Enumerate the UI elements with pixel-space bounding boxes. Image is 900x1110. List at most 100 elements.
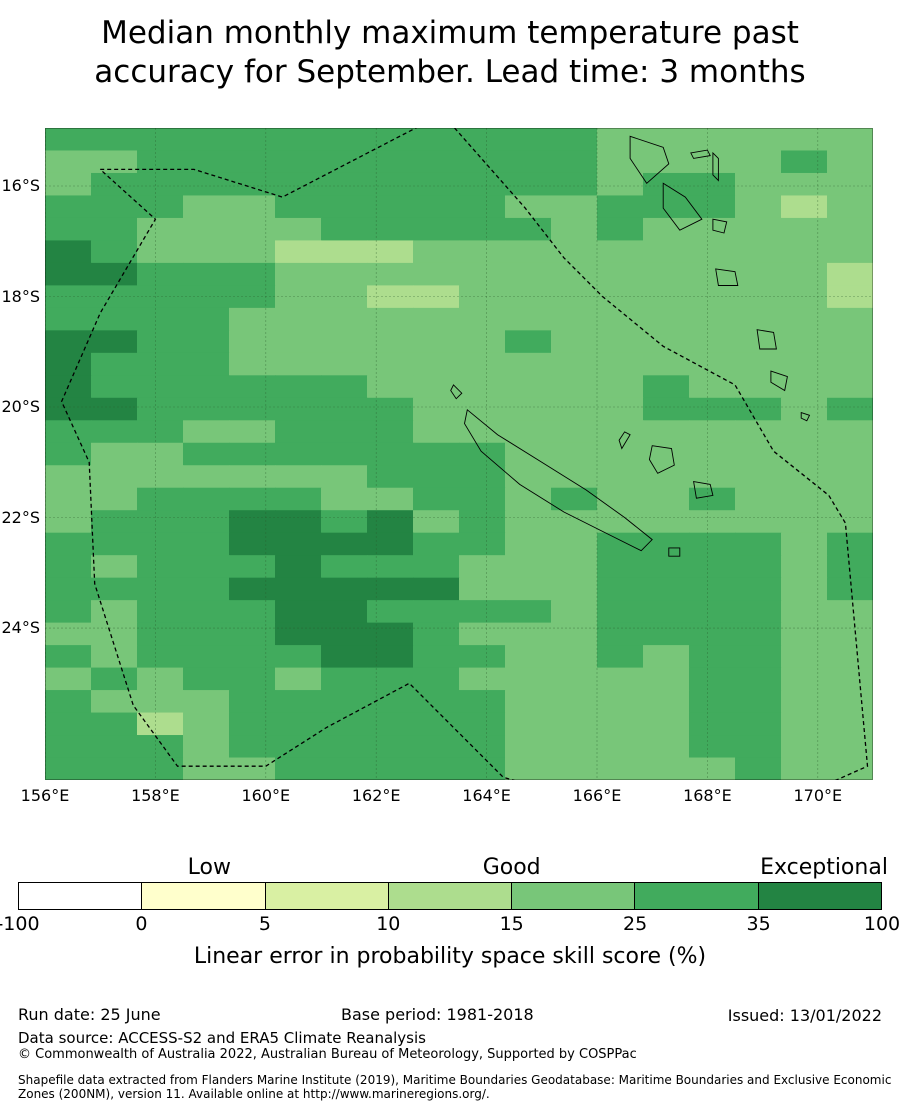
colorbar-segment — [758, 883, 881, 909]
grid-cell — [321, 217, 368, 242]
grid-cell — [321, 352, 368, 376]
grid-cell — [275, 442, 322, 466]
grid-cell — [827, 757, 873, 780]
grid-cell — [413, 330, 460, 354]
grid-cell — [505, 128, 552, 152]
colorbar-segment — [512, 883, 636, 909]
grid-cell — [551, 330, 598, 354]
grid-cell — [137, 645, 184, 669]
grid-cell — [459, 420, 506, 444]
grid-cell — [459, 262, 506, 286]
colorbar-tick-label: 5 — [258, 913, 271, 935]
grid-cell — [275, 690, 322, 714]
grid-cell — [551, 240, 598, 264]
grid-cell — [689, 735, 736, 759]
grid-cell — [597, 442, 644, 466]
grid-cell — [551, 375, 598, 399]
grid-cell — [137, 172, 184, 197]
grid-cell — [459, 690, 506, 714]
grid-cell — [413, 352, 460, 376]
grid-cell — [735, 532, 782, 556]
grid-cell — [735, 195, 782, 219]
grid-cell — [781, 690, 828, 714]
grid-cell — [321, 690, 368, 714]
grid-cell — [735, 307, 782, 331]
grid-cell — [597, 622, 644, 646]
grid-cell — [413, 577, 460, 601]
grid-cell — [367, 307, 414, 331]
grid-cell — [689, 352, 736, 376]
lat-tick-label: 18°S — [1, 286, 40, 306]
grid-cell — [505, 510, 552, 534]
grid-cell — [781, 397, 828, 421]
grid-cell — [459, 667, 506, 691]
grid-cell — [643, 667, 690, 691]
grid-cell — [367, 577, 414, 601]
grid-cell — [459, 375, 506, 399]
grid-cell — [459, 555, 506, 579]
grid-cell — [735, 712, 782, 736]
lon-tick-label: 164°E — [462, 786, 511, 805]
grid-cell — [689, 375, 736, 399]
grid-cell — [321, 330, 368, 354]
grid-cell — [91, 240, 138, 264]
grid-cell — [643, 577, 690, 601]
grid-cell — [597, 555, 644, 579]
grid-cell — [781, 217, 828, 242]
grid-cell — [229, 532, 276, 556]
grid-cell — [183, 285, 230, 309]
grid-cell — [229, 307, 276, 331]
grid-cell — [137, 622, 184, 646]
grid-cell — [275, 352, 322, 376]
grid-cell — [735, 577, 782, 601]
grid-cell — [137, 150, 184, 174]
grid-cell — [827, 735, 873, 759]
grid-cell — [45, 240, 92, 264]
grid-cell — [45, 420, 92, 444]
grid-cell — [735, 375, 782, 399]
grid-cell — [459, 352, 506, 376]
grid-cell — [781, 622, 828, 646]
grid-cell — [45, 285, 92, 309]
grid-cell — [275, 532, 322, 556]
colorbar-segment — [142, 883, 266, 909]
grid-cell — [597, 330, 644, 354]
grid-cell — [459, 712, 506, 736]
grid-cell — [367, 600, 414, 624]
grid-cell — [91, 307, 138, 331]
grid-cell — [321, 262, 368, 286]
grid-cell — [413, 465, 460, 489]
grid-cell — [229, 352, 276, 376]
grid-cell — [505, 262, 552, 286]
grid-cell — [45, 712, 92, 736]
lat-tick-label: 20°S — [1, 397, 40, 416]
grid-cell — [367, 442, 414, 466]
grid-cell — [689, 690, 736, 714]
grid-cell — [45, 510, 92, 534]
grid-cell — [367, 217, 414, 242]
island-mare — [693, 481, 714, 499]
grid-cell — [367, 645, 414, 669]
grid-cell — [367, 397, 414, 421]
grid-cells — [45, 128, 873, 780]
grid-cell — [91, 195, 138, 219]
grid-cell — [735, 217, 782, 242]
grid-cell — [183, 757, 230, 780]
grid-cell — [643, 285, 690, 309]
grid-cell — [551, 622, 598, 646]
grid-cell — [367, 667, 414, 691]
grid-cell — [459, 128, 506, 152]
grid-cell — [275, 465, 322, 489]
grid-cell — [45, 600, 92, 624]
grid-cell — [137, 442, 184, 466]
grid-cell — [45, 330, 92, 354]
grid-cell — [367, 352, 414, 376]
grid-cell — [137, 262, 184, 286]
grid-cell — [689, 397, 736, 421]
grid-cell — [91, 622, 138, 646]
grid-cell — [689, 195, 736, 219]
grid-cell — [413, 128, 460, 152]
grid-cell — [367, 465, 414, 489]
grid-cell — [183, 262, 230, 286]
grid-cell — [597, 217, 644, 242]
